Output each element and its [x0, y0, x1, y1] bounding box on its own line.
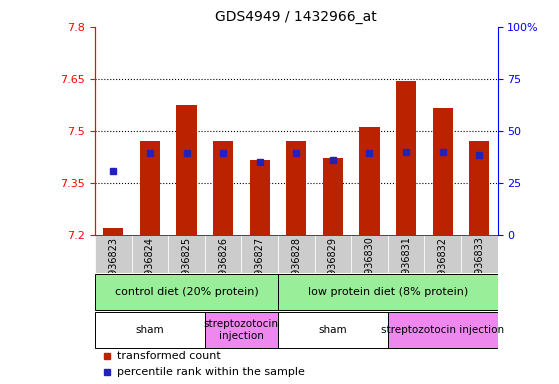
Text: GSM936825: GSM936825 [182, 237, 192, 296]
Text: control diet (20% protein): control diet (20% protein) [115, 287, 258, 297]
Bar [278, 235, 315, 273]
Bar [140, 141, 160, 235]
Bar [131, 235, 168, 273]
Bar [213, 141, 233, 235]
Bar [388, 312, 498, 348]
Text: GSM936831: GSM936831 [401, 237, 411, 295]
Bar [323, 159, 343, 235]
Text: percentile rank within the sample: percentile rank within the sample [117, 367, 305, 377]
Text: transformed count: transformed count [117, 351, 221, 361]
Text: GSM936827: GSM936827 [255, 237, 264, 296]
Bar [424, 235, 461, 273]
Bar [168, 235, 205, 273]
Text: GSM936823: GSM936823 [108, 237, 119, 296]
Text: GSM936832: GSM936832 [438, 237, 448, 296]
Title: GDS4949 / 1432966_at: GDS4949 / 1432966_at [215, 10, 377, 25]
Bar [388, 235, 424, 273]
Bar [359, 127, 380, 235]
Bar [396, 81, 416, 235]
Bar [177, 105, 197, 235]
Bar [278, 312, 388, 348]
Bar [469, 141, 489, 235]
Text: GSM936828: GSM936828 [291, 237, 301, 296]
Bar [103, 228, 124, 235]
Bar [205, 312, 278, 348]
Text: sham: sham [136, 325, 164, 335]
Bar [433, 108, 453, 235]
Text: low protein diet (8% protein): low protein diet (8% protein) [307, 287, 468, 297]
Bar [241, 235, 278, 273]
Text: streptozotocin
injection: streptozotocin injection [204, 319, 279, 341]
Bar [286, 141, 306, 235]
Bar [95, 235, 131, 273]
Bar [278, 273, 498, 310]
Bar [95, 312, 205, 348]
Text: GSM936826: GSM936826 [218, 237, 228, 296]
Text: GSM936829: GSM936829 [328, 237, 338, 296]
Text: GSM936824: GSM936824 [145, 237, 155, 296]
Bar [95, 273, 278, 310]
Bar [461, 235, 498, 273]
Text: GSM936830: GSM936830 [364, 237, 375, 295]
Text: streptozotocin injection: streptozotocin injection [381, 325, 504, 335]
Text: GSM936833: GSM936833 [474, 237, 484, 295]
Bar [315, 235, 351, 273]
Text: sham: sham [319, 325, 347, 335]
Bar [351, 235, 388, 273]
Bar [250, 160, 270, 235]
Bar [205, 235, 241, 273]
